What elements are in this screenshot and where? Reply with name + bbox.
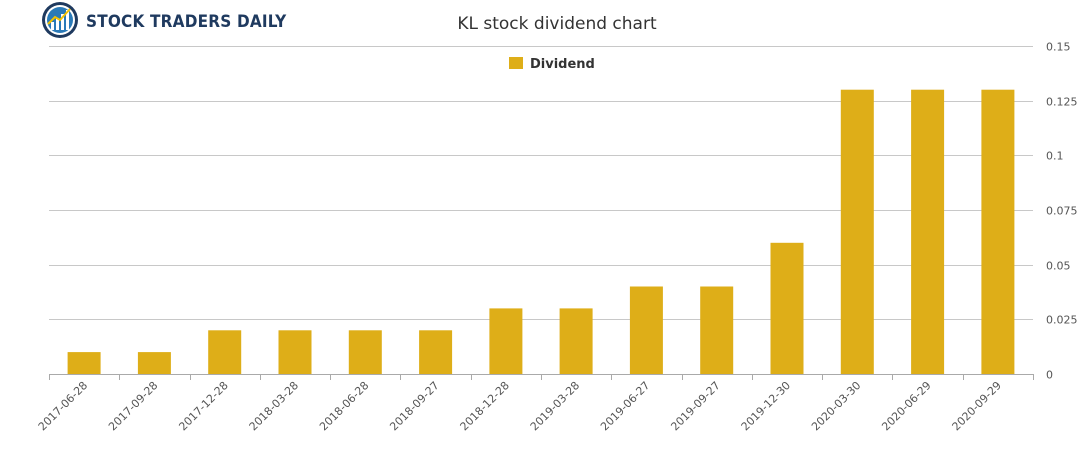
brand-name: STOCK TRADERS DAILY	[86, 12, 287, 32]
legend: Dividend	[509, 57, 595, 72]
brand-logo: STOCK TRADERS DAILY	[42, 2, 287, 38]
legend-swatch-dividend	[509, 57, 523, 69]
x-tick-label: 2020-06-29	[879, 379, 933, 433]
x-tick-label: 2018-06-28	[317, 379, 371, 433]
bar-2018-06-28	[348, 330, 382, 374]
x-tick-label: 2017-06-28	[36, 379, 90, 433]
y-tick-label: 0.025	[1046, 314, 1078, 327]
bar-2018-09-27	[419, 330, 453, 374]
x-axis	[49, 374, 1034, 380]
x-tick-label: 2018-03-28	[247, 379, 301, 433]
grid-lines	[49, 46, 1033, 320]
y-tick-label: 0.125	[1046, 96, 1078, 109]
y-tick-label: 0.05	[1046, 260, 1071, 273]
x-tick-label: 2020-03-30	[809, 379, 863, 433]
x-tick-label: 2017-09-28	[106, 379, 160, 433]
bar-2019-12-30	[770, 242, 804, 374]
y-tick-label: 0.15	[1046, 41, 1071, 54]
y-axis-labels: 0 0.025 0.05 0.075 0.1 0.125 0.15	[1046, 41, 1078, 382]
x-tick-label: 2018-12-28	[458, 379, 512, 433]
bar-2020-03-30	[840, 89, 874, 374]
bar-2017-06-28	[67, 352, 101, 374]
x-axis-labels: 2017-06-28 2017-09-28 2017-12-28 2018-03-28…	[36, 379, 1004, 433]
bar-2019-06-27	[629, 286, 663, 374]
bar-2020-09-29	[981, 89, 1015, 374]
bar-2019-09-27	[700, 286, 734, 374]
x-tick-label: 2020-09-29	[950, 379, 1004, 433]
chart-title: KL stock dividend chart	[457, 14, 657, 34]
x-tick-label: 2019-06-27	[598, 379, 652, 433]
chart-globe-icon	[42, 2, 78, 38]
y-tick-label: 0.075	[1046, 205, 1078, 218]
bar-2018-12-28	[489, 308, 523, 374]
y-tick-label: 0	[1046, 369, 1053, 382]
x-tick-label: 2017-12-28	[176, 379, 230, 433]
x-tick-label: 2018-09-27	[387, 379, 441, 433]
bar-2018-03-28	[278, 330, 312, 374]
bar-2017-12-28	[208, 330, 242, 374]
bars	[67, 89, 1015, 374]
bar-2017-09-28	[137, 352, 171, 374]
x-tick-label: 2019-09-27	[668, 379, 722, 433]
x-tick-label: 2019-03-28	[528, 379, 582, 433]
bar-2020-06-29	[911, 89, 945, 374]
x-tick-label: 2019-12-30	[739, 379, 793, 433]
bar-2019-03-28	[559, 308, 593, 374]
y-tick-label: 0.1	[1046, 150, 1064, 163]
legend-label-dividend: Dividend	[530, 57, 595, 72]
